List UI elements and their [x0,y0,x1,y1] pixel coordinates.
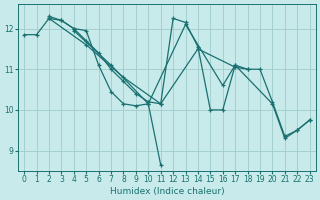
X-axis label: Humidex (Indice chaleur): Humidex (Indice chaleur) [109,187,224,196]
